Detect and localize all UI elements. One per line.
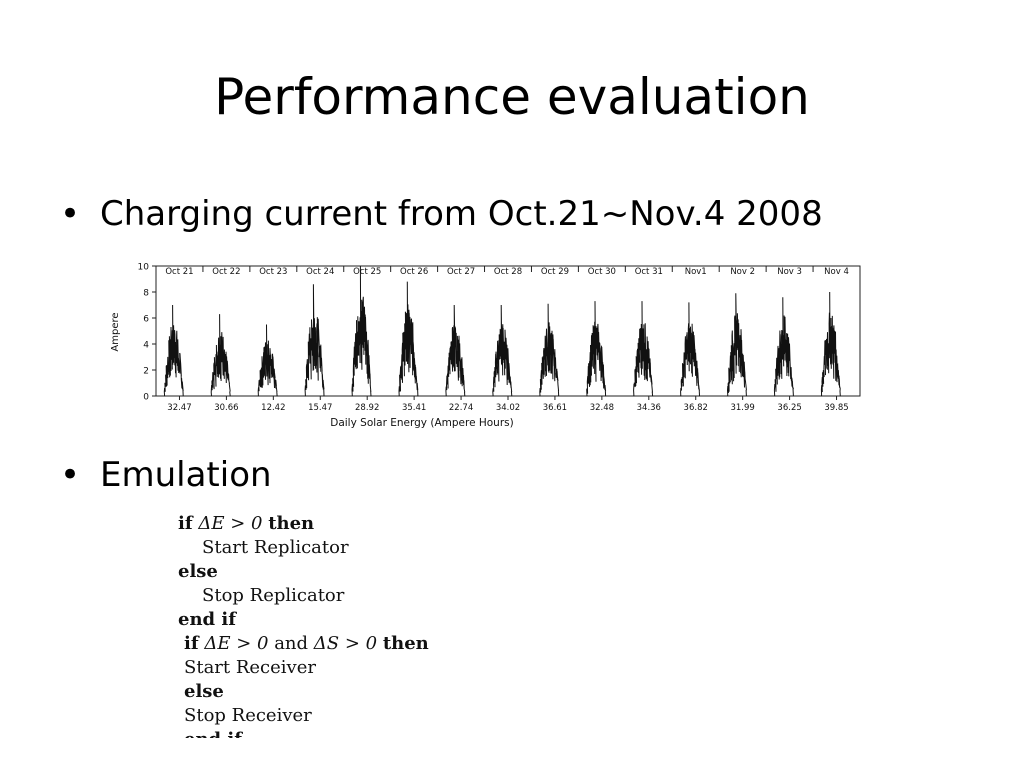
charging-current-chart: Oct 21 Oct 22 Oct 23 Oct 24 Oct 25 Oct 26 Oct …	[110, 263, 861, 429]
day-label: Oct 31	[635, 267, 663, 277]
y-tick-label: 0	[143, 393, 149, 403]
charging-current-line	[257, 324, 278, 397]
algorithm-line: if ΔE > 0 and ΔS > 0 then	[184, 633, 429, 654]
charging-current-line	[586, 301, 607, 397]
day-label: Nov 2	[730, 267, 755, 277]
day-label: Nov 4	[824, 267, 849, 277]
algorithm-line: Stop Receiver	[184, 705, 312, 726]
day-label: Oct 24	[306, 267, 334, 277]
day-label: Oct 23	[259, 267, 287, 277]
day-label: Oct 29	[541, 267, 569, 277]
energy-label: 36.25	[777, 403, 801, 413]
bullet-text: Emulation	[100, 455, 272, 495]
day-label: Nov1	[685, 267, 707, 277]
energy-label: 22.74	[449, 403, 473, 413]
day-label: Oct 25	[353, 267, 381, 277]
charging-current-line	[210, 314, 231, 397]
charging-current-line	[539, 303, 560, 397]
energy-label: 32.47	[167, 403, 191, 413]
x-axis-label: Daily Solar Energy (Ampere Hours)	[330, 417, 513, 429]
charging-current-line	[351, 265, 372, 397]
energy-label: 28.92	[355, 403, 379, 413]
slide-title: Performance evaluation	[214, 68, 810, 126]
energy-label: 34.02	[496, 403, 520, 413]
algorithm-line: Stop Replicator	[202, 585, 345, 606]
day-label: Oct 30	[588, 267, 616, 277]
y-axis-label: Ampere	[110, 312, 121, 351]
energy-label: 31.99	[730, 403, 754, 413]
y-tick-label: 8	[143, 289, 149, 299]
energy-label: 12.42	[261, 403, 285, 413]
energy-label: 36.82	[684, 403, 708, 413]
bullet-charging-current: • Charging current from Oct.21~Nov.4 2008	[60, 192, 823, 236]
day-label: Nov 3	[777, 267, 802, 277]
y-tick-label: 10	[138, 263, 150, 273]
charging-current-line	[445, 304, 466, 397]
energy-label: 34.36	[637, 403, 661, 413]
charging-current-line	[680, 302, 701, 397]
day-label: Oct 26	[400, 267, 428, 277]
algorithm-line: if ΔE > 0 then	[178, 513, 315, 534]
algorithm-line: else	[178, 561, 218, 582]
y-tick-label: 4	[143, 341, 149, 351]
charging-current-line	[726, 293, 747, 397]
charging-current-line	[633, 301, 654, 397]
day-label: Oct 28	[494, 267, 522, 277]
charging-current-line	[304, 284, 325, 397]
energy-label: 30.66	[214, 403, 238, 413]
charging-current-line	[820, 291, 841, 397]
energy-label: 32.48	[590, 403, 614, 413]
algorithm-line: end if	[178, 609, 236, 630]
bullet-marker: •	[60, 194, 81, 234]
charging-current-line	[163, 304, 184, 397]
emulation-algorithm: if ΔE > 0 then Start Replicator else Sto…	[178, 512, 478, 738]
day-label: Oct 27	[447, 267, 475, 277]
charging-current-line	[773, 297, 794, 397]
algorithm-line: Start Replicator	[202, 537, 349, 558]
bullet-text: Charging current from Oct.21~Nov.4 2008	[100, 194, 823, 234]
day-label: Oct 22	[212, 267, 240, 277]
y-tick-label: 2	[143, 367, 149, 377]
charging-current-line	[398, 281, 419, 397]
y-tick-label: 6	[143, 315, 149, 325]
algorithm-line: else	[184, 681, 224, 702]
energy-label: 39.85	[824, 403, 848, 413]
bullet-marker: •	[60, 455, 81, 495]
algorithm-line: Start Receiver	[184, 657, 316, 678]
algorithm-line: end if	[178, 728, 478, 738]
energy-label: 36.61	[543, 403, 567, 413]
bullet-emulation: • Emulation	[60, 453, 272, 497]
charging-current-line	[492, 304, 513, 397]
energy-label: 35.41	[402, 403, 426, 413]
energy-label: 15.47	[308, 403, 332, 413]
day-label: Oct 21	[165, 267, 193, 277]
